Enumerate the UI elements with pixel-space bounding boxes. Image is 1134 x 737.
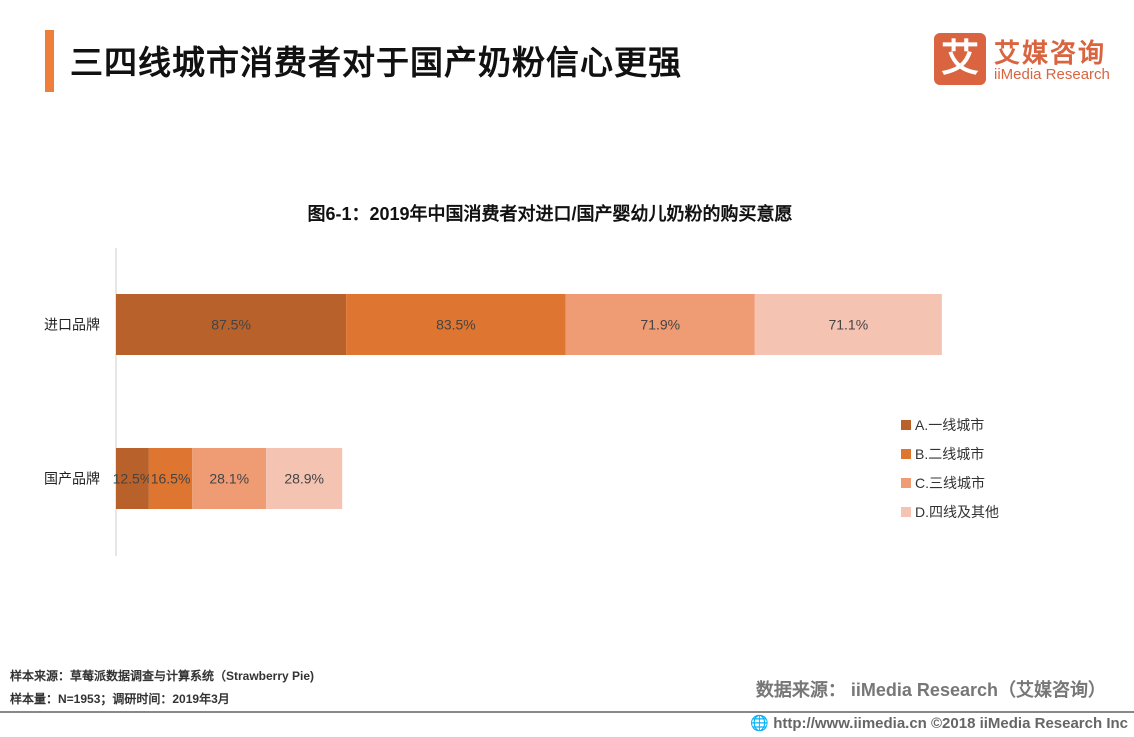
bar-segment [346, 294, 566, 355]
legend-label: D.四线及其他 [915, 504, 999, 520]
bar-segment [116, 294, 347, 355]
copyright: 🌐 http://www.iimedia.cn ©2018 iiMedia Re… [750, 714, 1128, 732]
data-source: 数据来源： iiMedia Research（艾媒咨询） [755, 680, 1106, 700]
logo-en: iiMedia Research [994, 66, 1110, 83]
bar-segment [116, 448, 149, 509]
bar-segment [565, 294, 755, 355]
title-accent-bar [45, 30, 54, 92]
chart-title: 图6-1：2019年中国消费者对进口/国产婴幼儿奶粉的购买意愿 [307, 204, 793, 224]
legend-swatch [901, 507, 911, 517]
footer-divider [0, 711, 1134, 713]
logo-mark-icon: 艾 [934, 33, 986, 85]
legend-label: C.三线城市 [915, 475, 985, 491]
sample-source: 样本来源：草莓派数据调查与计算系统（Strawberry Pie) [10, 669, 315, 683]
category-label: 进口品牌 [44, 317, 100, 333]
bar-segment [192, 448, 267, 509]
bar-segment [266, 448, 343, 509]
globe-icon: 🌐 [750, 715, 774, 732]
data-label: 71.9% [640, 317, 680, 333]
page-title: 三四线城市消费者对于国产奶粉信心更强 [70, 44, 682, 81]
legend-swatch [901, 449, 911, 459]
legend-label: A.一线城市 [915, 417, 984, 433]
sample-size: 样本量：N=1953；调研时间：2019年3月 [10, 692, 230, 706]
legend-label: B.二线城市 [915, 446, 984, 462]
bar-segment [148, 448, 193, 509]
legend-swatch [901, 420, 911, 430]
data-label: 16.5% [151, 471, 191, 487]
legend-swatch [901, 478, 911, 488]
category-label: 国产品牌 [44, 471, 100, 487]
logo-cn: 艾媒咨询 [994, 38, 1107, 68]
data-label: 28.1% [209, 471, 249, 487]
data-label: 12.5% [113, 471, 153, 487]
data-label: 28.9% [284, 471, 324, 487]
copyright-text: http://www.iimedia.cn ©2018 iiMedia Rese… [773, 715, 1128, 732]
bar-segment [754, 294, 942, 355]
data-label: 87.5% [211, 317, 251, 333]
data-label: 71.1% [828, 317, 868, 333]
data-label: 83.5% [436, 317, 476, 333]
iimedia-logo: 艾 艾媒咨询 iiMedia Research [934, 33, 1114, 85]
